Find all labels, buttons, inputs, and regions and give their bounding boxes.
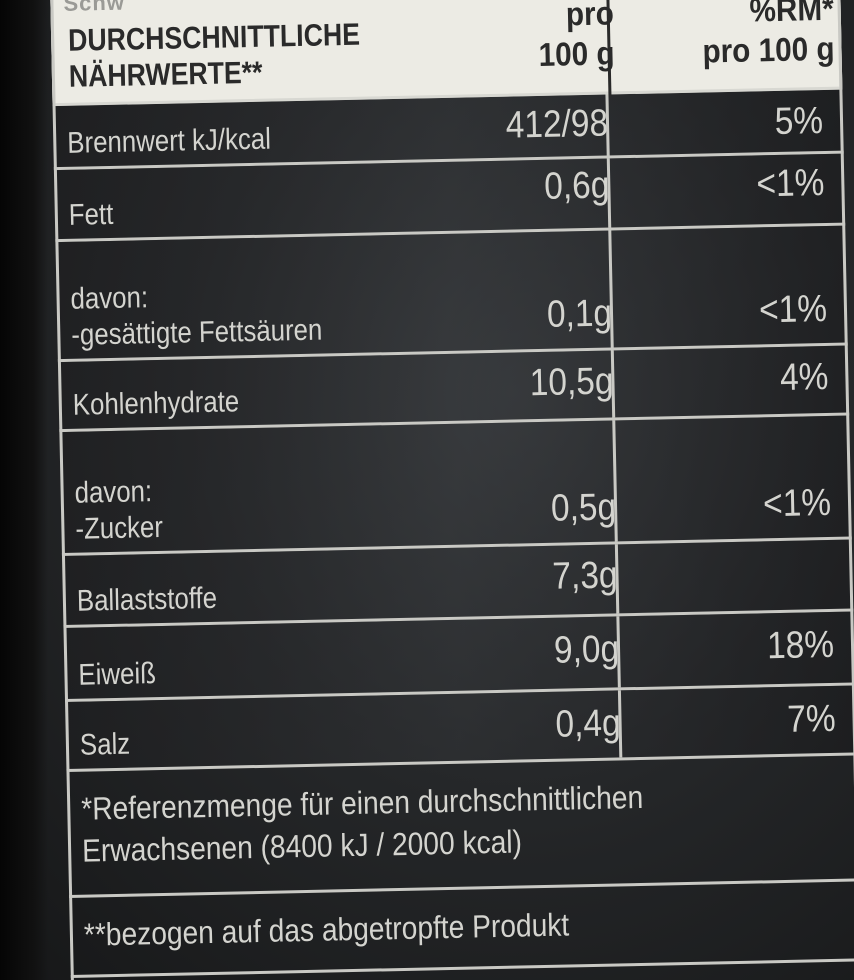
package-edge-shadow (0, 0, 48, 980)
row-label-prefix: davon: (74, 475, 153, 510)
header-rm-line2: pro 100 g (702, 29, 835, 70)
row-divider (616, 616, 621, 688)
row-per100-value: 10,5g (529, 360, 614, 405)
header-pro-line2: 100 g (538, 34, 615, 73)
row-label: Salz (79, 727, 131, 762)
row-per100-value: 412/98 (505, 102, 609, 147)
row-divider (614, 544, 620, 614)
row-rm-value: 5% (774, 100, 824, 144)
nutrition-rows: Brennwert kJ/kcal 412/98 5% Fett 0,6g <1… (52, 89, 854, 978)
row-label: Kohlenhydrate (72, 385, 240, 422)
row-per100-value: 7,3g (551, 554, 618, 598)
footnote-drained-product: **bezogen auf das abgetropfte Produkt (69, 881, 854, 978)
row-label: Brennwert kJ/kcal (66, 122, 272, 160)
row-label: -gesättigte Fettsäuren (71, 313, 323, 352)
row-label: -Zucker (75, 510, 164, 546)
header-pro-line1: pro (565, 0, 615, 33)
header-per100-column: pro 100 g (469, 0, 615, 76)
footnote-reference-amount: *Referenzmenge für einen durchschnittlic… (66, 755, 854, 898)
nutrition-label: Schw DURCHSCHNITTLICHE NÄHRWERTE** pro 1… (40, 0, 854, 980)
row-per100-value: 9,0g (553, 628, 620, 672)
header-nutrient-column: DURCHSCHNITTLICHE NÄHRWERTE** (68, 17, 361, 95)
table-header: Schw DURCHSCHNITTLICHE NÄHRWERTE** pro 1… (50, 0, 843, 107)
row-rm-value: 4% (779, 355, 829, 399)
row-rm-value: <1% (758, 287, 828, 332)
footnote-drained-text: **bezogen auf das abgetropfte Produkt (83, 906, 570, 953)
row-divider (610, 350, 616, 418)
row-divider (606, 158, 612, 228)
row-label-prefix: davon: (70, 281, 149, 316)
row-label: Ballaststoffe (76, 581, 218, 618)
row-divider (605, 94, 610, 156)
row-label: Fett (68, 197, 114, 232)
table-row-sugar: davon: -Zucker 0,5g <1% (59, 415, 852, 557)
row-label: Eiweiß (78, 657, 157, 692)
header-title-line2: NÄHRWERTE** (68, 54, 263, 94)
row-rm-value: <1% (762, 481, 832, 526)
row-per100-value: 0,1g (546, 292, 613, 336)
header-rm-column: %RM* pro 100 g (644, 0, 835, 73)
header-top-strip-text: Schw (63, 0, 126, 16)
row-rm-value: <1% (756, 162, 825, 206)
row-rm-value: 18% (766, 623, 835, 668)
row-divider (617, 690, 623, 758)
row-per100-value: 0,5g (550, 486, 617, 530)
header-rm-line1: %RM* (749, 0, 835, 29)
header-title-line1: DURCHSCHNITTLICHE (67, 16, 361, 58)
row-per100-value: 0,6g (543, 164, 610, 208)
row-rm-value (647, 550, 832, 554)
row-rm-value: 7% (786, 697, 837, 741)
row-per100-value: 0,4g (555, 702, 622, 746)
table-row-saturated-fat: davon: -gesättigte Fettsäuren 0,1g <1% (55, 225, 848, 363)
